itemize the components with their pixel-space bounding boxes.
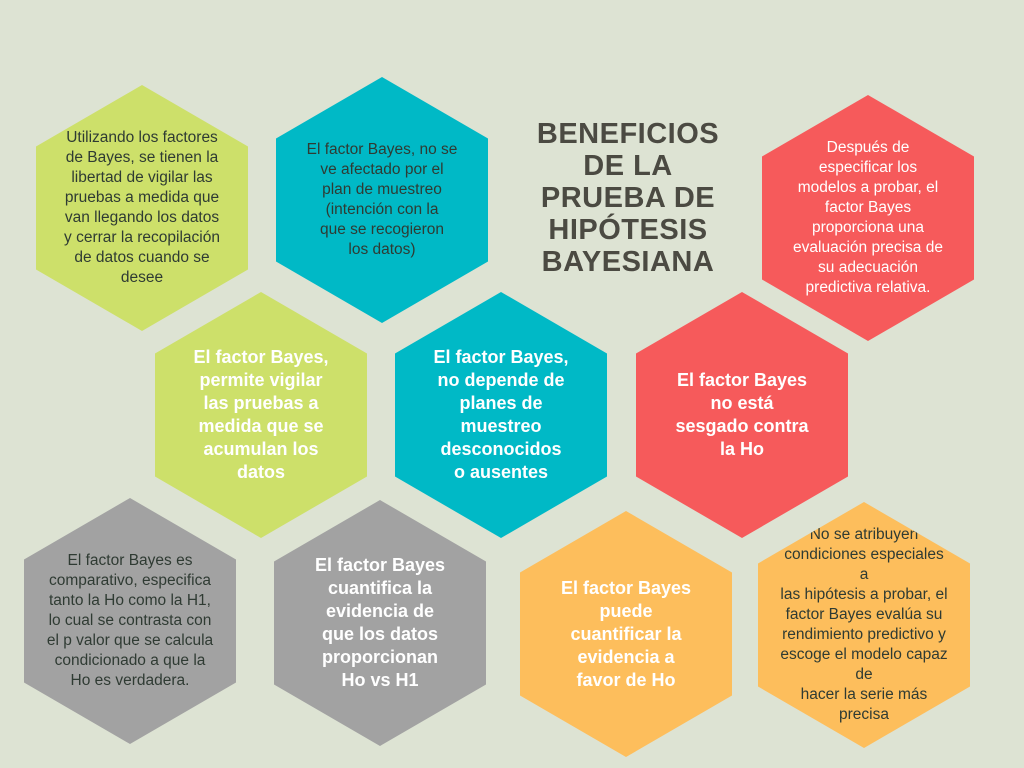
hexagon-text: No se atribuyen condiciones especiales a… [780,526,948,723]
hexagon-text: El factor Bayes puede cuantificar la evi… [560,577,692,690]
infographic-title: BENEFICIOS DE LA PRUEBA DE HIPÓTESIS BAY… [536,118,720,278]
hexagon-text: El factor Bayes cuantifica la evidencia … [314,555,446,690]
hexagon-comparativo: El factor Bayes es comparativo, especifi… [24,498,236,744]
hexagon-cuantifica-evidencia: El factor Bayes cuantifica la evidencia … [274,500,486,746]
hexagon-vigilar-pruebas: El factor Bayes, permite vigilar las pru… [155,292,367,538]
hexagon-text: Después de especificar los modelos a pro… [793,139,943,296]
hexagon-text: Utilizando los factores de Bayes, se tie… [64,129,220,286]
hexagon-evidencia-ho: El factor Bayes puede cuantificar la evi… [520,511,732,757]
hexagon-sampling-plan: El factor Bayes, no se ve afectado por e… [276,77,488,323]
hexagon-planes-muestreo: El factor Bayes, no depende de planes de… [395,292,607,538]
hexagon-text: El factor Bayes es comparativo, especifi… [46,552,214,689]
hexagon-text: El factor Bayes no está sesgado contra l… [675,370,809,459]
hexagon-data-monitoring: Utilizando los factores de Bayes, se tie… [36,85,248,331]
hexagon-text: El factor Bayes, no depende de planes de… [433,347,569,482]
hexagon-condiciones-especiales: No se atribuyen condiciones especiales a… [758,502,970,748]
hexagon-text: El factor Bayes, no se ve afectado por e… [306,141,458,258]
hexagon-no-sesgado: El factor Bayes no está sesgado contra l… [636,292,848,538]
hexagon-predictive-evaluation: Después de especificar los modelos a pro… [762,95,974,341]
hexagon-text: El factor Bayes, permite vigilar las pru… [193,347,329,482]
